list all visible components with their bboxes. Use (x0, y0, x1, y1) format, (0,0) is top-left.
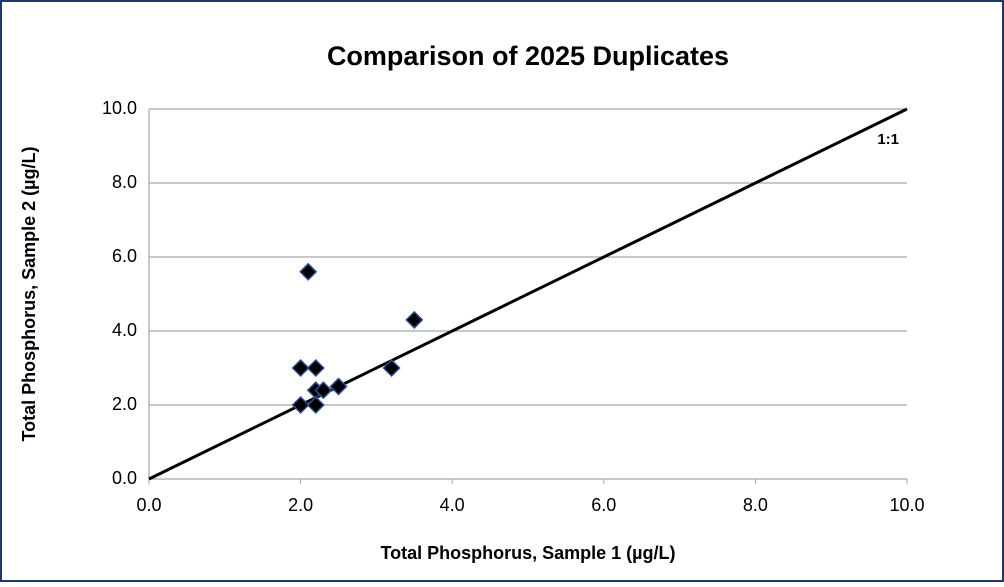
y-tick-label: 4.0 (112, 320, 137, 340)
y-tick-label: 2.0 (112, 394, 137, 414)
chart-title: Comparison of 2025 Duplicates (327, 41, 729, 71)
x-tick-label: 8.0 (743, 495, 768, 515)
y-tick-label: 10.0 (102, 98, 137, 118)
point (329, 377, 348, 396)
reference-line (148, 107, 908, 481)
point (299, 262, 318, 281)
x-tick-label: 4.0 (440, 495, 465, 515)
x-tick-label: 0.0 (136, 495, 161, 515)
point (405, 310, 424, 329)
point (306, 395, 325, 415)
point (291, 395, 310, 415)
x-axis-title: Total Phosphorus, Sample 1 (µg/L) (380, 543, 675, 563)
y-tick-label: 8.0 (112, 172, 137, 192)
y-tick-label: 0.0 (112, 468, 137, 488)
point (314, 381, 333, 400)
reference-label: 1:1 (877, 131, 899, 148)
point (382, 358, 401, 378)
x-tick-label: 10.0 (889, 495, 924, 515)
x-tick-label: 2.0 (288, 495, 313, 515)
y-tick-label: 6.0 (112, 246, 137, 266)
point (306, 358, 325, 378)
x-tick-label: 6.0 (591, 495, 616, 515)
y-axis-title: Total Phosphorus, Sample 2 (µg/L) (19, 146, 39, 441)
point (291, 358, 310, 378)
